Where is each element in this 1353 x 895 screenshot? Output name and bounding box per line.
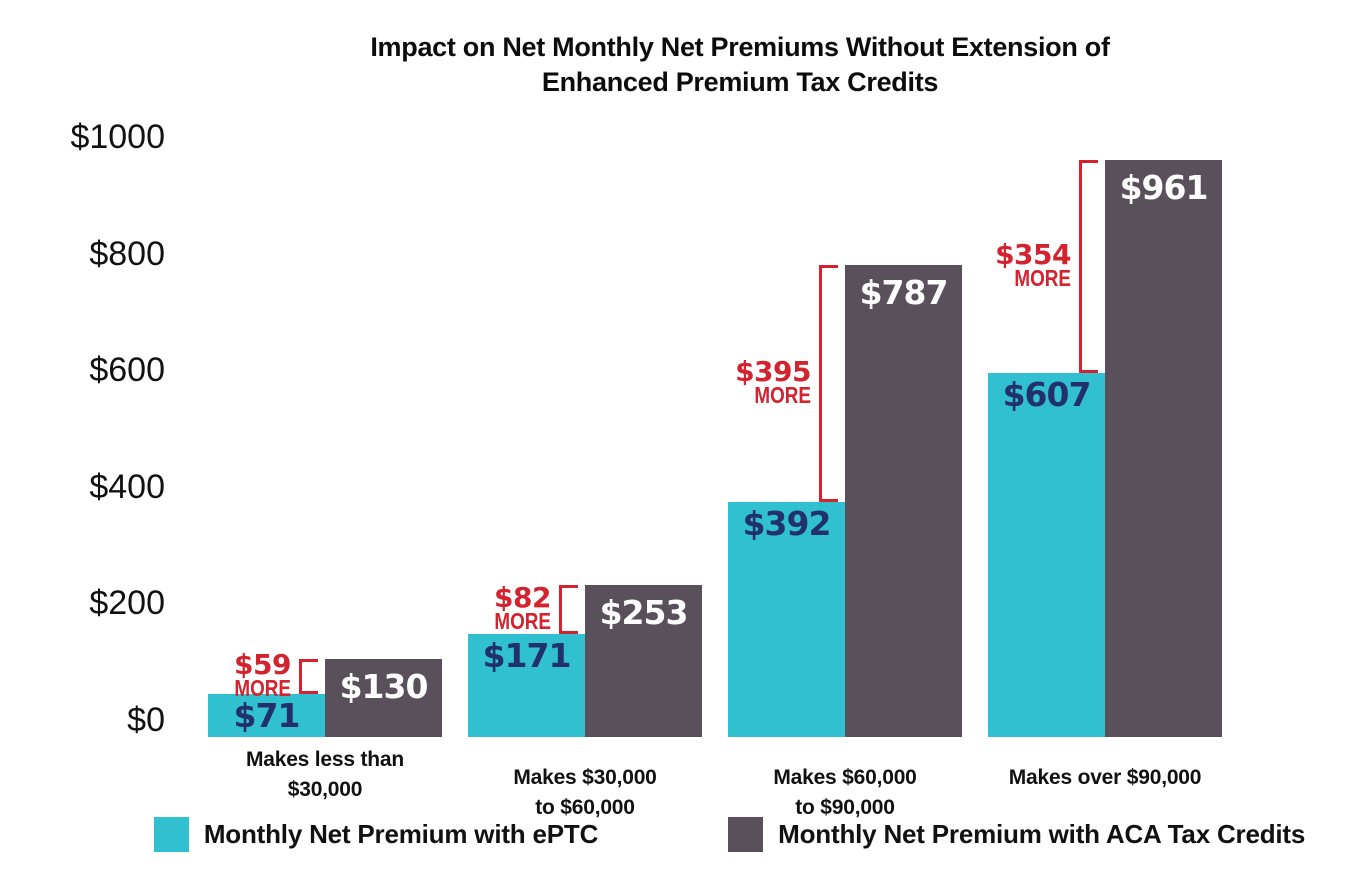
y-axis-tick: $200: [89, 584, 165, 622]
category-label-line: Makes over $90,000: [1008, 766, 1202, 789]
category-label: Makes less than $30,000: [185, 745, 465, 805]
bar-eptc-group3: $392: [728, 502, 845, 737]
difference-value: $82: [494, 581, 551, 614]
bar-value-label: $130: [339, 667, 429, 706]
chart-title-line1: Impact on Net Monthly Net Premiums Witho…: [370, 32, 1110, 62]
bar-eptc-group2: $171: [468, 634, 585, 737]
category-label: Makes $30,000 to $60,000: [445, 763, 725, 823]
difference-more-text: MORE: [494, 608, 551, 634]
difference-bracket: [819, 265, 838, 502]
y-axis-tick: $400: [89, 468, 165, 506]
category-label-line: to $90,000: [795, 796, 895, 819]
difference-bracket: [299, 659, 318, 694]
difference-annotation: $59 MORE: [222, 648, 291, 701]
difference-value: $354: [995, 238, 1071, 271]
bar-value-label: $392: [742, 504, 832, 543]
legend-item-eptc: Monthly Net Premium with ePTC: [153, 817, 599, 852]
bar-eptc-group1: $71: [208, 694, 325, 737]
legend-label: Monthly Net Premium with ePTC: [203, 819, 599, 849]
difference-value: $395: [735, 355, 811, 388]
bar-value-label: $787: [859, 273, 949, 312]
bar-value-label: $607: [1002, 375, 1092, 414]
bar-value-label: $171: [482, 636, 572, 675]
legend-swatch-icon: [728, 817, 764, 852]
difference-more-text: MORE: [754, 382, 811, 408]
difference-more-text: MORE: [1014, 265, 1071, 291]
difference-more-word: MORE: [222, 675, 291, 701]
difference-more-text: MORE: [234, 675, 291, 701]
difference-more-word: MORE: [482, 608, 551, 634]
legend: Monthly Net Premium with ePTC Monthly Net…: [106, 817, 1353, 852]
legend-label: Monthly Net Premium with ACA Tax Credits: [778, 819, 1306, 849]
category-label-line: to $60,000: [535, 796, 635, 819]
difference-more-word: MORE: [735, 382, 811, 408]
y-axis-tick: $600: [89, 351, 165, 389]
difference-bracket: [1079, 160, 1098, 373]
legend-item-aca: Monthly Net Premium with ACA Tax Credits: [728, 817, 1305, 852]
category-label: Makes over $90,000: [965, 763, 1245, 793]
y-axis-tick: $800: [89, 235, 165, 273]
category-label: Makes $60,000 to $90,000: [705, 763, 985, 823]
y-axis-tick: $1000: [70, 118, 165, 156]
difference-annotation: $82 MORE: [482, 581, 551, 634]
difference-annotation: $395 MORE: [735, 355, 811, 408]
bar-eptc-group4: $607: [988, 373, 1105, 737]
legend-swatch-icon: [153, 817, 189, 852]
bar-aca-group4: $961: [1105, 160, 1222, 737]
bar-value-label: $71: [233, 696, 301, 735]
category-label-line: $30,000: [287, 778, 363, 801]
difference-annotation: $354 MORE: [995, 238, 1071, 291]
category-label-line: Makes less than: [245, 748, 405, 771]
difference-more-word: MORE: [995, 265, 1071, 291]
bar-aca-group2: $253: [585, 585, 702, 737]
difference-bracket: [559, 585, 578, 634]
bar-aca-group3: $787: [845, 265, 962, 737]
chart-title: Impact on Net Monthly Net Premiums Witho…: [240, 30, 1240, 100]
difference-value: $59: [234, 648, 291, 681]
category-label-line: Makes $30,000: [513, 766, 657, 789]
category-label-line: Makes $60,000: [773, 766, 917, 789]
chart-title-line2: Enhanced Premium Tax Credits: [541, 67, 939, 97]
y-axis-tick: $0: [127, 701, 165, 739]
bar-value-label: $253: [599, 593, 689, 632]
bar-value-label: $961: [1119, 168, 1209, 207]
bar-aca-group1: $130: [325, 659, 442, 737]
